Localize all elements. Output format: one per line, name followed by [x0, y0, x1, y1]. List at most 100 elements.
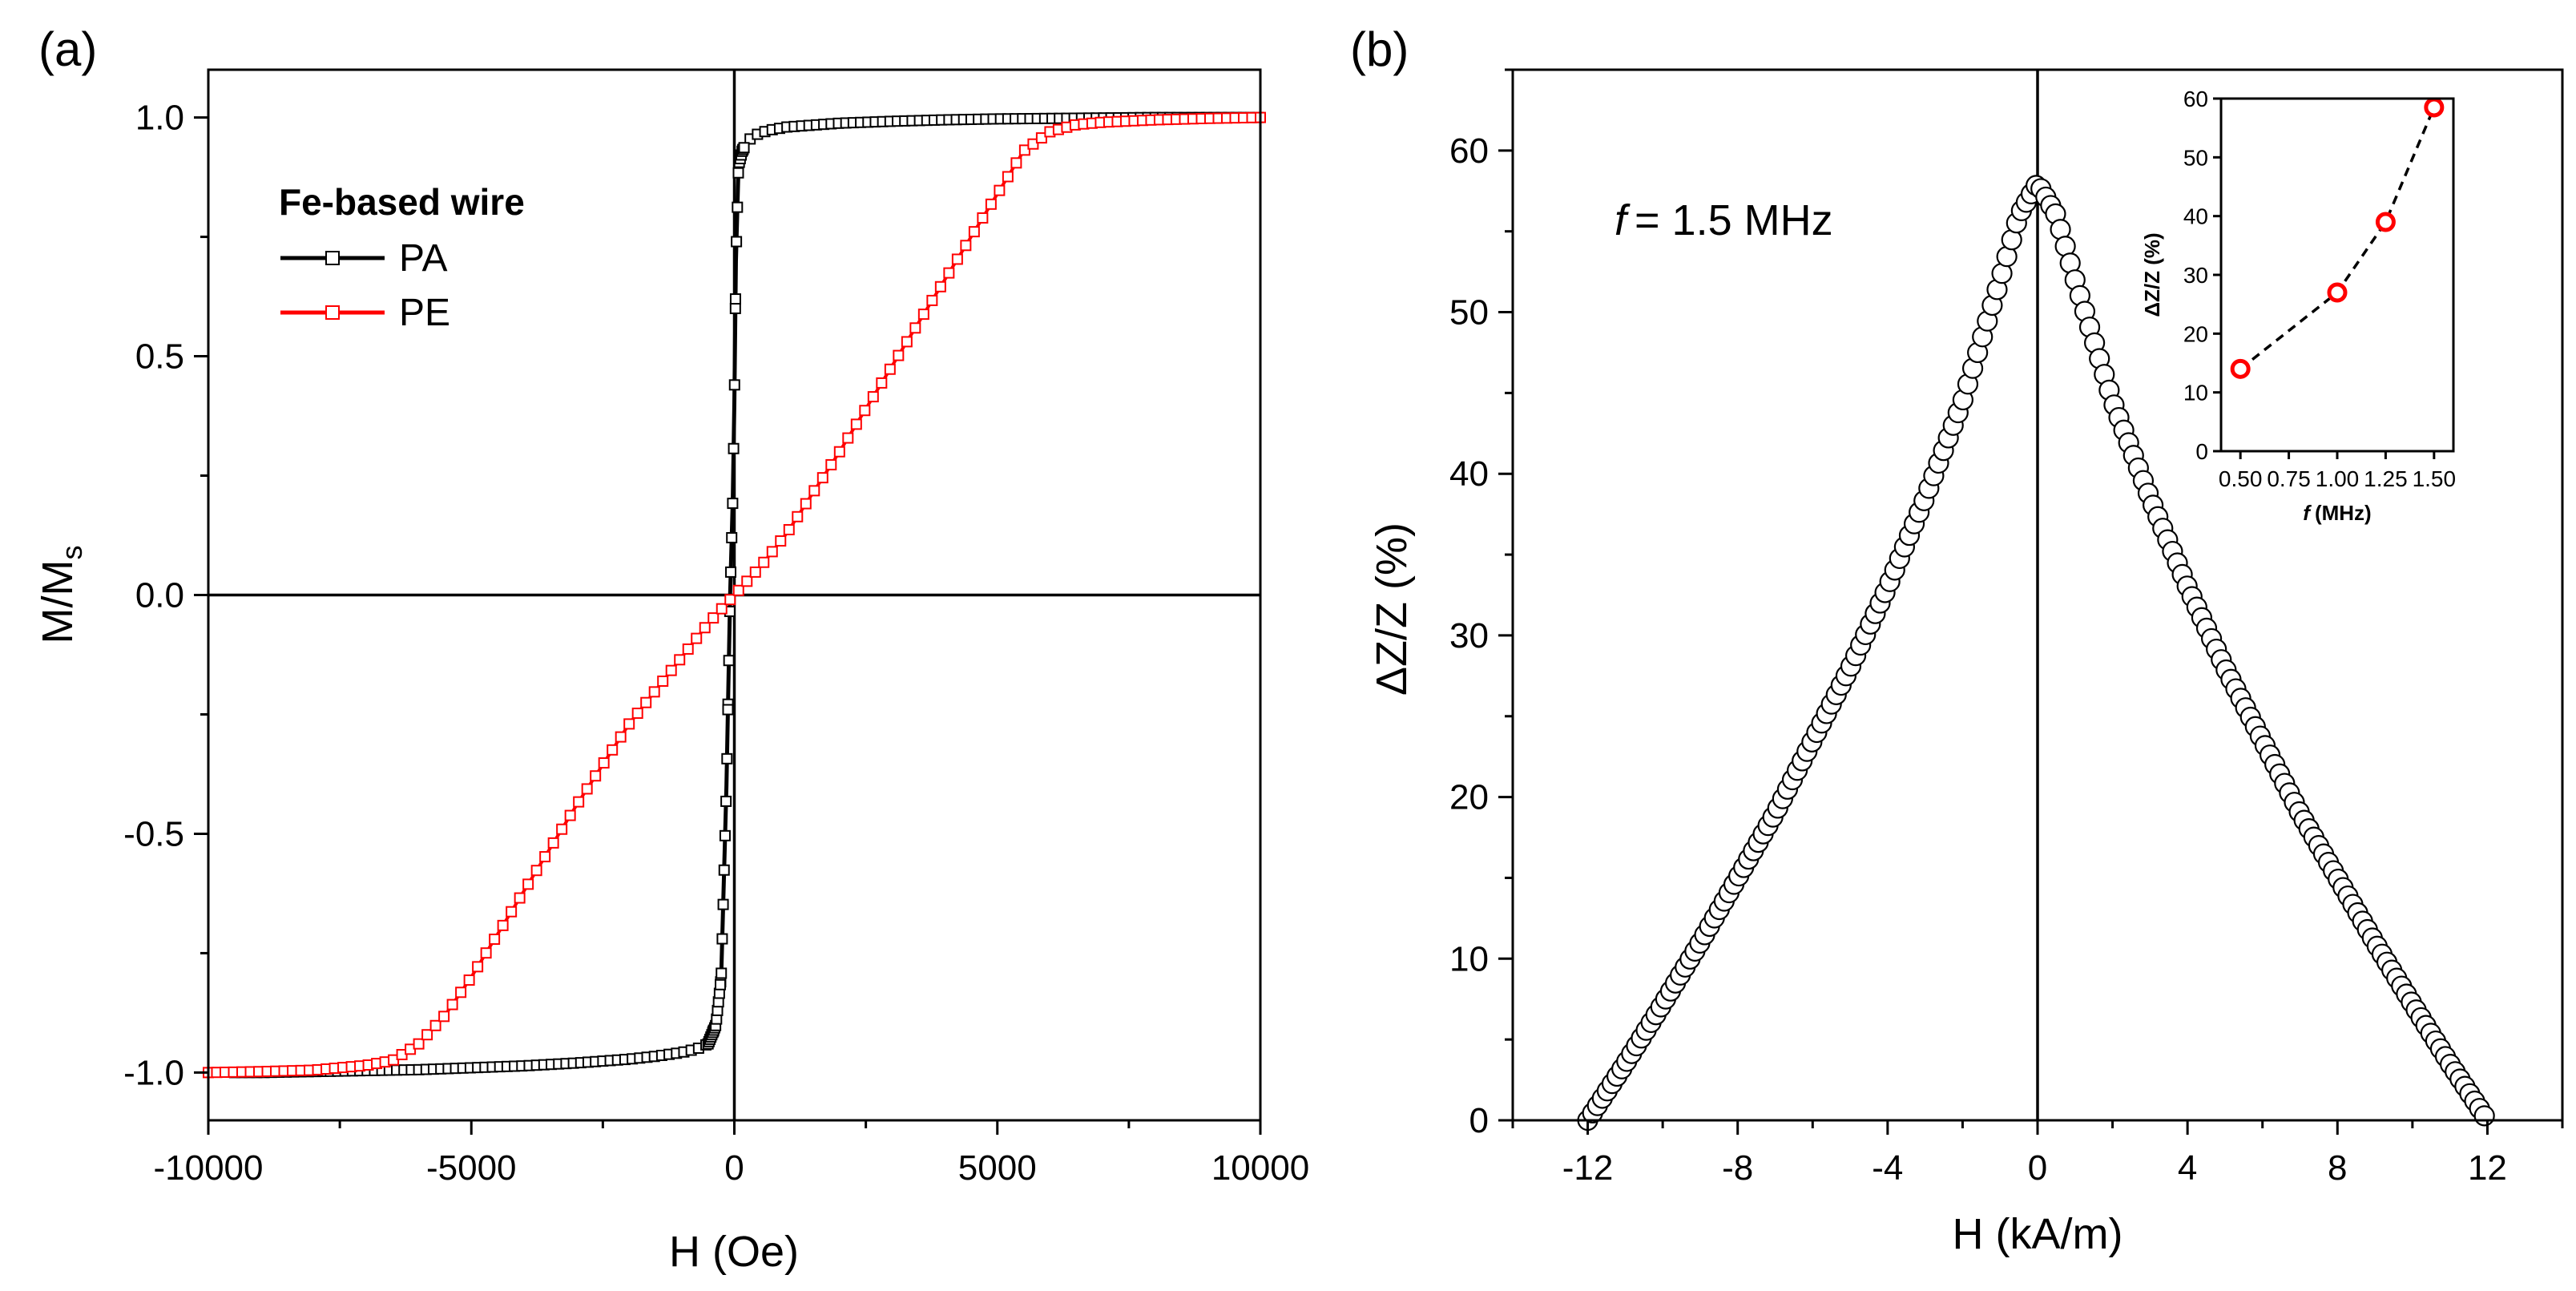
pa-marker — [728, 379, 740, 391]
pa-marker — [722, 704, 734, 716]
pa-marker — [719, 829, 731, 841]
panel-a-ytick-label: 1.0 — [135, 99, 184, 138]
pe-marker — [775, 535, 787, 547]
pe-marker — [884, 363, 896, 375]
inset-point — [2375, 212, 2396, 232]
pe-marker — [607, 744, 619, 756]
panel-a-ytick-label: 0.5 — [135, 337, 184, 377]
pe-marker — [547, 837, 559, 849]
pe-marker — [867, 391, 879, 403]
legend-title: Fe-based wire — [279, 181, 525, 223]
panel-b-ytick-label: 10 — [1449, 939, 1489, 978]
pa-marker — [732, 167, 744, 179]
pe-marker — [631, 708, 643, 720]
pe-marker — [850, 418, 862, 430]
panel-b-annotation: f = 1.5 MHz — [1615, 196, 1833, 244]
pe-marker — [463, 974, 475, 986]
inset-ytick-label: 60 — [2183, 87, 2208, 111]
pe-marker — [792, 510, 804, 522]
inset: 0.50 0.75 1.00 1.25 1.50 0 10 20 30 40 50 60 f (MHz)… — [2140, 87, 2460, 525]
pe-marker — [934, 280, 946, 292]
pe-marker — [657, 676, 669, 688]
pe-marker — [716, 603, 728, 615]
pe-marker — [968, 226, 980, 238]
inset-ytick-label: 30 — [2183, 263, 2208, 288]
pe-marker — [522, 878, 534, 890]
pe-marker — [556, 823, 568, 835]
pa-marker — [729, 302, 741, 314]
pe-marker — [497, 919, 509, 931]
inset-ytick-label: 10 — [2183, 381, 2208, 405]
panel-a-ticks: -10000 -5000 0 5000 10000 -1.0 -0.5 0.0 0.5 1.0 — [123, 99, 1309, 1188]
panel-b-xtick-label: 8 — [2328, 1148, 2347, 1188]
panel-b-xtick-label: 4 — [2178, 1148, 2197, 1188]
panel-a-xtick-label: -10000 — [153, 1148, 263, 1188]
pe-marker — [833, 446, 845, 458]
pe-marker — [514, 892, 526, 904]
pe-marker — [1002, 171, 1014, 183]
legend-pa-label: PA — [399, 237, 447, 280]
legend: Fe-based wire PA PE — [279, 181, 525, 334]
inset-point — [2230, 358, 2251, 379]
pe-marker — [732, 584, 744, 596]
inset-xlabel-unit: (MHz) — [2315, 501, 2372, 525]
pa-marker — [732, 201, 744, 213]
inset-xlabel: f (MHz) — [2303, 501, 2371, 525]
panel-a-xtick-label: 10000 — [1211, 1148, 1309, 1188]
panel-a-ytick-label: -1.0 — [123, 1053, 184, 1092]
pa-marker — [729, 293, 741, 305]
panel-a-xtick-label: 5000 — [958, 1148, 1037, 1188]
pe-marker — [413, 1038, 425, 1050]
pe-marker — [951, 253, 963, 265]
pe-marker — [530, 865, 542, 877]
pe-marker — [749, 566, 761, 578]
inset-line — [2239, 107, 2436, 370]
pe-marker — [623, 718, 635, 730]
pe-marker — [1035, 132, 1047, 144]
pe-marker — [741, 575, 753, 587]
pe-marker — [455, 986, 467, 999]
pe-marker — [842, 432, 854, 444]
annotation-value: = 1.5 MHz — [1635, 196, 1833, 244]
panel-b-xtick-label: -4 — [1872, 1148, 1903, 1188]
panel-a-label: (a) — [38, 22, 97, 76]
pe-marker — [581, 783, 593, 795]
pa-marker — [728, 442, 740, 454]
panel-b-ytick-label: 40 — [1449, 454, 1489, 494]
pa-marker — [718, 864, 730, 876]
pe-marker — [758, 556, 770, 568]
pe-marker — [438, 1011, 450, 1023]
pe-marker — [691, 632, 703, 644]
legend-pa-marker — [325, 251, 340, 265]
inset-ytick-label: 20 — [2183, 321, 2208, 346]
pe-marker — [682, 643, 694, 655]
pe-marker — [876, 377, 888, 389]
pe-marker — [960, 240, 972, 252]
panel-a-xlabel: H (Oe) — [669, 1228, 799, 1276]
pe-marker — [665, 664, 677, 676]
pa-marker — [715, 978, 727, 990]
pe-marker — [909, 322, 921, 334]
pe-marker — [421, 1029, 433, 1041]
pe-marker — [1018, 144, 1030, 156]
pa-marker — [716, 967, 728, 979]
panel-a: (a) -10000 -5000 0 5000 10000 -1.0 -0.5 0.0 0.5 1… — [34, 22, 1309, 1276]
inset-xlabel-var: f — [2303, 501, 2312, 525]
pe-marker — [901, 336, 913, 348]
pe-marker — [539, 851, 551, 863]
panel-b-xlabel: H (kA/m) — [1953, 1210, 2123, 1258]
panel-a-ylabel-main: M/M — [34, 560, 82, 644]
pe-marker — [816, 472, 828, 484]
panel-b-ytick-label: 20 — [1449, 778, 1489, 817]
panel-b-ticks: -12 -8 -4 0 4 8 12 0 10 20 30 40 50 60 — [1449, 68, 2564, 1188]
pe-marker — [446, 999, 458, 1011]
pe-marker — [598, 757, 610, 769]
pe-marker — [472, 961, 484, 973]
pe-marker — [615, 731, 627, 743]
panel-b-ytick-label: 50 — [1449, 293, 1489, 333]
inset-ytick-label: 40 — [2183, 204, 2208, 229]
legend-pe-marker — [325, 305, 340, 320]
pe-marker — [573, 796, 585, 808]
panel-a-ytick-label: -0.5 — [123, 814, 184, 853]
